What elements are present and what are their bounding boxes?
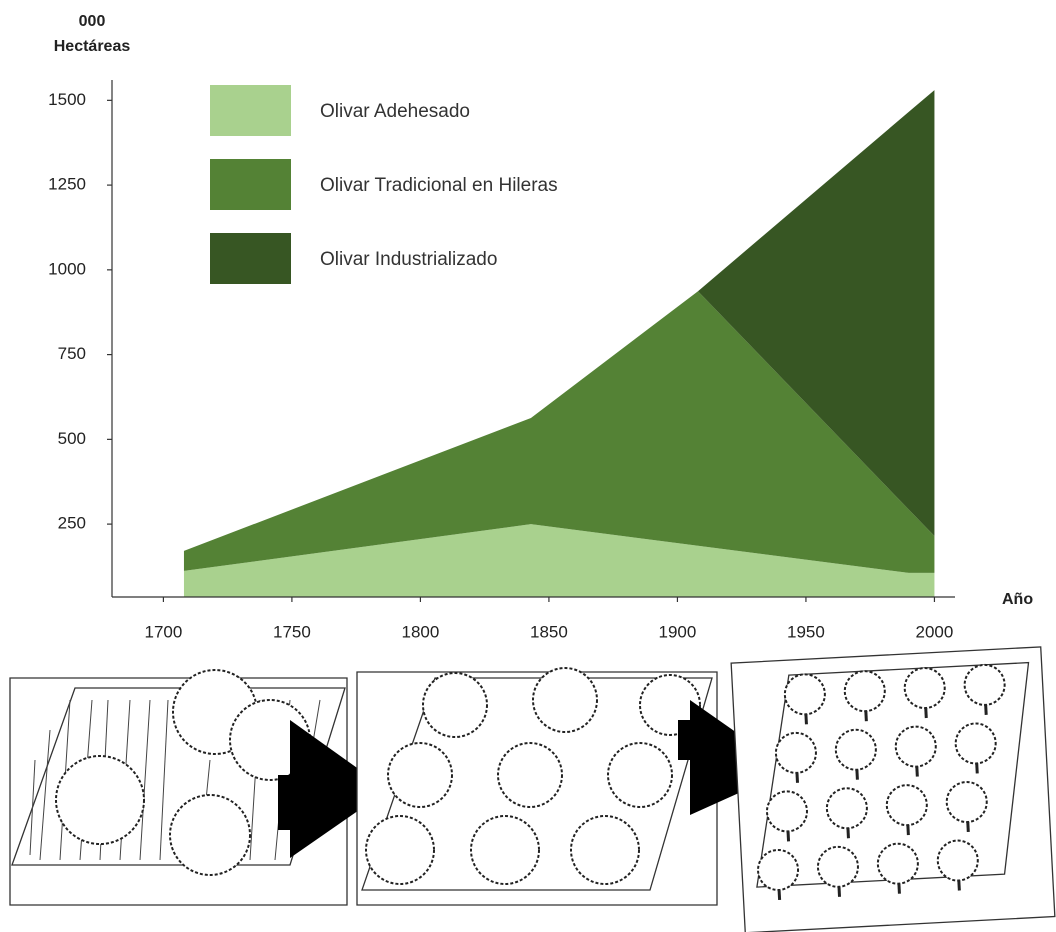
x-tick-label: 1700 [144,622,182,641]
legend-swatch [210,159,291,210]
area [183,291,935,573]
tree-crown [765,790,808,833]
y-tick-label: 1250 [48,175,86,194]
legend-label: Olivar Tradicional en Hileras [320,175,558,196]
plot-area: 250 500 750 1000 1250 1500 1700 1750 1800 1850 190… [48,80,955,641]
tree-crown [876,842,919,885]
illustration-traditional [356,667,718,906]
tree-crown [825,787,868,830]
tree-crown [774,731,817,774]
x-tick-label: 1850 [530,622,568,641]
y-tick-label: 1000 [48,259,86,278]
tree-crown [783,673,826,716]
y-axis-label: Hectáreas [54,38,131,55]
legend-label: Olivar Adehesado [320,101,470,122]
tree-crown [936,839,979,882]
arrow [278,720,388,858]
tree-crown [843,670,886,713]
legend: Olivar Adehesado Olivar Tradicional en Hi… [210,85,558,284]
legend-swatch [210,85,291,136]
tree-crown [954,722,997,765]
illustrations [9,646,1056,932]
arrow [678,700,790,815]
legend-swatch [210,233,291,284]
area [183,524,935,597]
x-tick-label: 1800 [402,622,440,641]
x-tick-label: 2000 [916,622,954,641]
tree-crown [816,845,859,888]
illustration-industrial [730,646,1056,932]
tree-crown [894,725,937,768]
x-tick-label: 1950 [787,622,825,641]
tree-crown [945,781,988,824]
tree-crown [757,848,800,891]
y-tick-label: 750 [58,344,86,363]
tree-crown [903,667,946,710]
x-axis-label: Año [1002,591,1033,608]
y-tick-label: 250 [58,514,86,533]
tree-crown [963,663,1006,706]
y-tick-label: 500 [58,429,86,448]
legend-label: Olivar Industrializado [320,249,497,270]
illustration-dehesa [9,669,348,906]
tree-crown [885,784,928,827]
x-tick-label: 1900 [659,622,697,641]
tree-crown [834,728,877,771]
y-unit: 000 [79,13,106,30]
x-tick-label: 1750 [273,622,311,641]
area [183,90,935,551]
y-tick-label: 1500 [48,90,86,109]
